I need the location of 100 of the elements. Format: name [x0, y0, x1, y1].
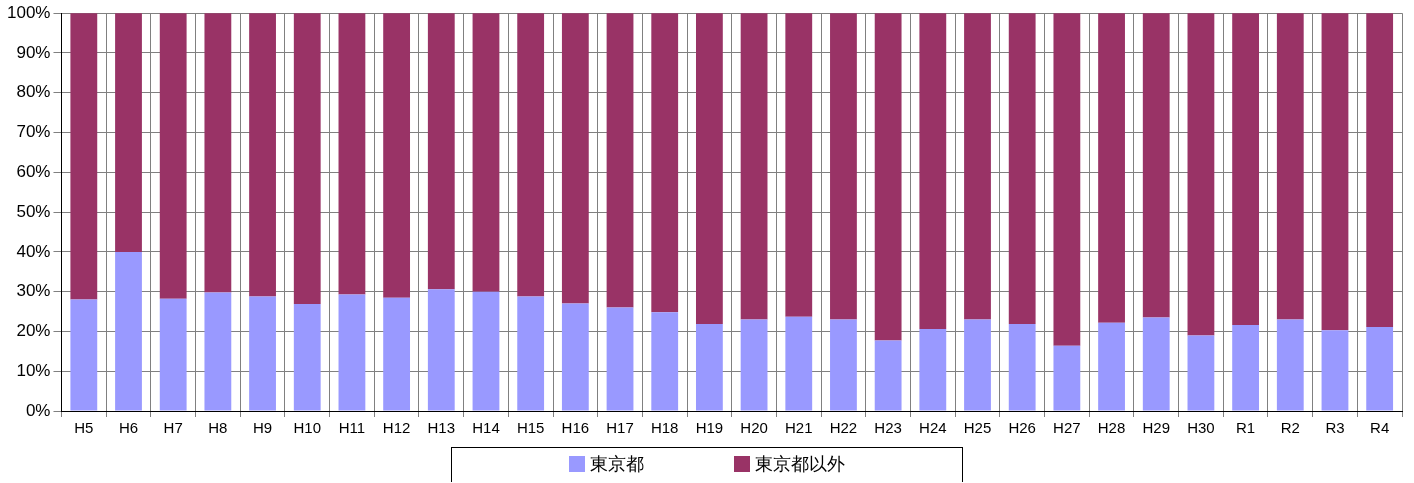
y-tick-label: 40% [16, 241, 51, 261]
bar [561, 303, 589, 411]
x-tick-label: H26 [1008, 419, 1036, 437]
y-tick-label: 50% [16, 201, 51, 221]
x-tick-label: H18 [650, 419, 679, 437]
x-tick-label: H22 [829, 419, 858, 437]
bar [1142, 13, 1170, 318]
y-tick-label: 70% [16, 122, 51, 142]
legend-label: 東京都 [590, 452, 644, 476]
bar [115, 251, 142, 411]
bar [874, 340, 902, 411]
bar [1142, 317, 1170, 411]
bar [830, 319, 857, 411]
x-tick-label: H16 [561, 419, 590, 437]
x-tick-label: H25 [963, 419, 992, 437]
y-tick-label: 60% [16, 162, 51, 182]
bar [740, 13, 768, 320]
x-tick-label: R4 [1370, 419, 1390, 437]
bar [606, 13, 634, 308]
bar [159, 298, 187, 411]
bar [472, 13, 500, 292]
bar [204, 292, 232, 411]
bar [249, 296, 276, 411]
bar [517, 296, 545, 411]
bar [1098, 13, 1125, 323]
bar [740, 319, 768, 411]
bar [115, 13, 142, 252]
y-tick-label: 20% [16, 321, 51, 341]
bar [159, 13, 187, 299]
bar [1008, 323, 1036, 411]
bar [964, 319, 991, 411]
x-tick-label: H12 [382, 419, 411, 437]
bar [1053, 13, 1081, 346]
bar [70, 13, 98, 300]
bar [919, 13, 947, 330]
x-tick-label: H15 [516, 419, 545, 437]
bar [1321, 13, 1349, 331]
x-tick-label: R1 [1236, 419, 1256, 437]
y-tick-label: 30% [16, 281, 51, 301]
bar [1321, 330, 1349, 411]
bar [293, 13, 321, 304]
bar [964, 13, 991, 320]
bar [338, 294, 366, 411]
bar [1232, 13, 1260, 326]
bar [1276, 13, 1304, 320]
x-tick-label: H17 [606, 419, 634, 437]
bar [1366, 13, 1394, 328]
bar [695, 13, 723, 324]
x-tick-label: H20 [740, 419, 768, 437]
bar [383, 13, 411, 298]
x-tick-label: H27 [1053, 419, 1081, 437]
bar [561, 13, 589, 304]
bar [785, 316, 813, 411]
bar [204, 13, 232, 293]
bar [695, 323, 723, 411]
x-tick-label: H6 [118, 419, 139, 437]
x-tick-label: H13 [427, 419, 456, 437]
x-tick-label: H19 [695, 419, 724, 437]
x-tick-label: H23 [874, 419, 902, 437]
bar [517, 13, 545, 297]
bar [249, 13, 276, 297]
x-tick-label: H8 [208, 419, 228, 437]
bar [1098, 322, 1125, 411]
bar [919, 329, 947, 411]
bar [472, 291, 500, 411]
bar [1053, 345, 1081, 411]
bar [606, 307, 634, 411]
x-tick-label: R2 [1280, 419, 1300, 437]
bar [651, 312, 679, 411]
y-tick-label: 0% [25, 400, 51, 420]
y-tick-label: 10% [16, 360, 51, 380]
bar [427, 289, 455, 411]
x-tick-label: H9 [252, 419, 273, 437]
y-tick-label: 100% [7, 2, 51, 22]
x-tick-label: H21 [785, 419, 813, 437]
bar [1366, 327, 1394, 411]
bar [1276, 319, 1304, 411]
x-tick-label: H11 [338, 419, 366, 437]
x-tick-label: H5 [74, 419, 94, 437]
legend-label: 東京都以外 [755, 452, 845, 476]
x-tick-label: H30 [1187, 419, 1215, 437]
bar [651, 13, 679, 313]
x-tick-label: H24 [919, 419, 947, 437]
x-tick-label: H28 [1097, 419, 1126, 437]
bar [785, 13, 813, 317]
bar [1008, 13, 1036, 324]
bar [293, 303, 321, 411]
y-tick-label: 90% [16, 42, 51, 62]
x-tick-label: H7 [163, 419, 183, 437]
bar [383, 297, 411, 411]
bar [427, 13, 455, 290]
bar [830, 13, 857, 320]
x-tick-label: H14 [472, 419, 500, 437]
x-tick-label: H10 [293, 419, 322, 437]
x-tick-label: R3 [1325, 419, 1345, 437]
bar [1232, 325, 1260, 411]
bar [70, 299, 98, 411]
bar [1187, 13, 1215, 336]
y-tick-label: 80% [16, 82, 51, 102]
x-tick-label: H29 [1142, 419, 1170, 437]
